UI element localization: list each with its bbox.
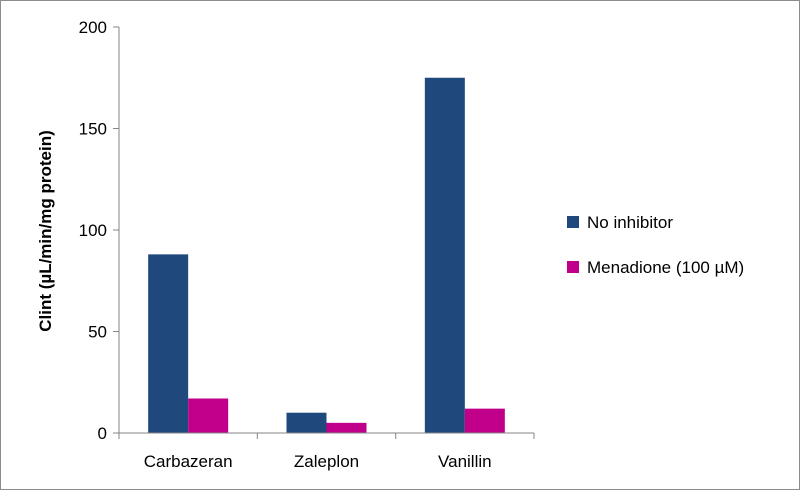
bar-no-inhibitor-carbazeran (148, 254, 189, 433)
y-tick-label: 100 (79, 221, 107, 240)
y-ticks-group: 0 50 100 150 200 (79, 18, 119, 443)
y-tick-label: 200 (79, 18, 107, 37)
legend: No inhibitor Menadione (100 µM) (567, 213, 744, 277)
legend-label: No inhibitor (587, 213, 673, 232)
bar-no-inhibitor-zaleplon (286, 412, 327, 433)
legend-label: Menadione (100 µM) (587, 258, 744, 277)
legend-swatch (567, 261, 579, 273)
bar-menadione-vanillin (464, 408, 505, 433)
y-axis-label: Clint (µL/min/mg protein) (36, 130, 55, 332)
y-tick-label: 150 (79, 120, 107, 139)
bars-group (148, 77, 505, 433)
bar-no-inhibitor-vanillin (424, 77, 465, 433)
x-tick-label: Vanillin (438, 452, 492, 471)
y-tick-label: 0 (98, 424, 107, 443)
bar-menadione-zaleplon (326, 422, 367, 433)
legend-swatch (567, 216, 579, 228)
x-tick-label: Carbazeran (144, 452, 233, 471)
x-tick-label: Zaleplon (294, 452, 359, 471)
x-ticks-group: Carbazeran Zaleplon Vanillin (118, 433, 535, 471)
y-tick-label: 50 (88, 323, 107, 342)
bar-menadione-carbazeran (188, 398, 229, 433)
